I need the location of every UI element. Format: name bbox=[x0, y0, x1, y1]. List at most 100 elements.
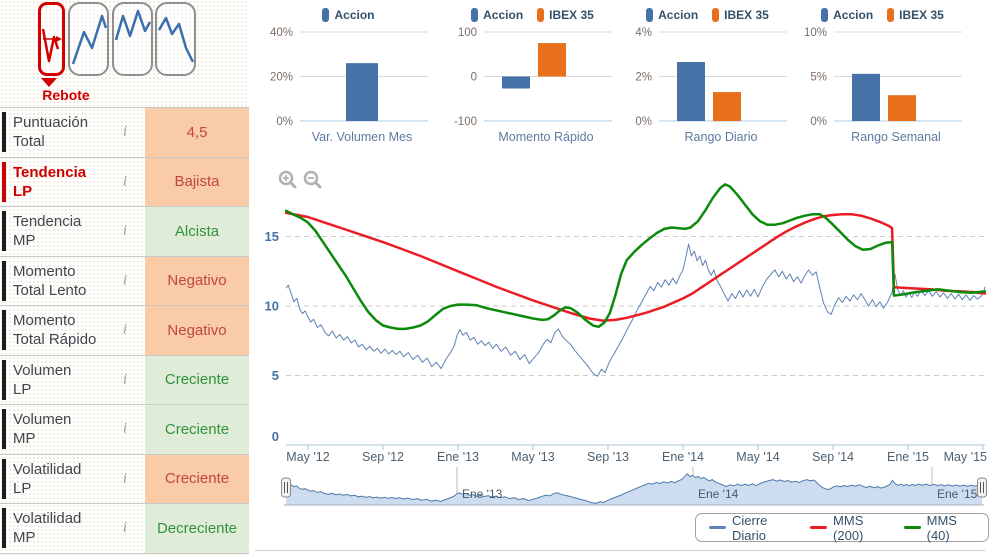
bar-ibex bbox=[538, 43, 566, 77]
zoom-out-icon[interactable] bbox=[303, 170, 323, 190]
mini-chart-legend: Accion IBEX 35 bbox=[615, 8, 800, 22]
legend-item[interactable]: Accion bbox=[322, 8, 375, 22]
main-y-axis-label: 10 bbox=[265, 299, 279, 314]
legend-item[interactable]: IBEX 35 bbox=[537, 8, 594, 22]
accion-legend-marker-icon bbox=[646, 8, 654, 22]
info-icon[interactable]: i bbox=[122, 123, 128, 140]
left-panel: Rebote Puntuación Total i 4,5 Tendencia LP i Ba… bbox=[0, 0, 249, 557]
legend-item[interactable]: IBEX 35 bbox=[712, 8, 769, 22]
pattern-thumb-rebote[interactable] bbox=[38, 2, 65, 76]
main-x-axis-label: Ene '15 bbox=[887, 450, 929, 464]
score-row-label: Momento Total Lento bbox=[13, 262, 87, 299]
legend-item[interactable]: MMS (200) bbox=[810, 513, 888, 543]
legend-item[interactable]: Cierre Diario bbox=[709, 513, 794, 543]
score-row-value: 4,5 bbox=[145, 108, 249, 157]
chart-navigator[interactable]: Ene '13 Ene '14 Ene '15 bbox=[255, 466, 989, 514]
y-axis-label: 10% bbox=[804, 27, 827, 39]
score-row: Tendencia MP i Alcista bbox=[0, 207, 249, 257]
main-x-axis-label: May '14 bbox=[736, 450, 779, 464]
legend-item[interactable]: MMS (40) bbox=[903, 513, 975, 543]
mini-chart-2: Accion IBEX 35 100 0 -100 Momento Rápido bbox=[440, 0, 625, 152]
row-accent-bar bbox=[2, 458, 6, 499]
row-accent-bar bbox=[2, 359, 6, 400]
mini-chart-legend: Accion bbox=[256, 8, 441, 22]
navigator-label: Ene '14 bbox=[698, 487, 739, 501]
score-row-label: Tendencia LP bbox=[13, 163, 87, 200]
info-icon[interactable]: i bbox=[122, 321, 128, 338]
info-icon[interactable]: i bbox=[122, 470, 128, 487]
legend-item[interactable]: Accion bbox=[471, 8, 523, 22]
navigator-handle-right[interactable] bbox=[977, 477, 987, 498]
score-row: Volatilidad MP i Decreciente bbox=[0, 504, 249, 554]
info-icon[interactable]: i bbox=[122, 371, 128, 388]
y-axis-label: 0 bbox=[471, 72, 477, 84]
score-row: Momento Total Rápido i Negativo bbox=[0, 306, 249, 356]
navigator-handle-left[interactable] bbox=[281, 477, 291, 498]
main-x-axis-label: Ene '14 bbox=[662, 450, 704, 464]
mini-chart-title: Rango Diario bbox=[685, 130, 758, 144]
score-row-value: Negativo bbox=[145, 306, 249, 355]
mini-chart-legend: Accion IBEX 35 bbox=[790, 8, 975, 22]
score-row-label: Volatilidad MP bbox=[13, 510, 82, 546]
mms40-line-swatch-icon bbox=[903, 526, 921, 529]
score-row-label: Momento Total Rápido bbox=[13, 312, 97, 348]
info-icon[interactable]: i bbox=[122, 519, 128, 536]
score-row-label: Volumen LP bbox=[13, 361, 72, 398]
zoom-in-icon[interactable] bbox=[278, 170, 298, 190]
score-row-value: Creciente bbox=[145, 355, 249, 404]
rebote-pattern-icon bbox=[41, 28, 62, 63]
legend-item[interactable]: Accion bbox=[821, 8, 873, 22]
y-axis-label: 5% bbox=[810, 72, 827, 84]
y-axis-label: 4% bbox=[635, 27, 652, 39]
y-axis-label: 100 bbox=[458, 27, 477, 39]
y-axis-label: 20% bbox=[270, 72, 293, 84]
score-row: Puntuación Total i 4,5 bbox=[0, 108, 249, 158]
main-x-axis-label: May '13 bbox=[511, 450, 554, 464]
info-icon[interactable]: i bbox=[122, 420, 128, 437]
bar-accion bbox=[677, 62, 705, 121]
legend-item[interactable]: Accion bbox=[646, 8, 698, 22]
bar-accion bbox=[852, 73, 880, 121]
double-top-zigzag-icon bbox=[114, 9, 152, 41]
row-accent-bar bbox=[2, 310, 6, 350]
series-mms-40 bbox=[284, 183, 987, 331]
row-accent-bar bbox=[2, 112, 6, 152]
price-chart: 0 5 10 15 May '12 Sep '12 Ene '13 May '13 Sep '1… bbox=[265, 183, 987, 464]
mini-chart-plot: 40% 20% 0% Var. Volumen Mes bbox=[270, 27, 428, 144]
y-axis-label: 0% bbox=[276, 116, 293, 128]
chart-zoom-controls bbox=[278, 170, 323, 190]
row-accent-bar bbox=[2, 260, 6, 301]
pattern-thumb-3[interactable] bbox=[112, 2, 153, 76]
mini-chart-plot: 4% 2% 0% Rango Diario bbox=[635, 27, 787, 144]
info-icon[interactable]: i bbox=[122, 173, 128, 190]
score-row-value: Creciente bbox=[145, 454, 249, 503]
score-row-value: Negativo bbox=[145, 256, 249, 305]
legend-label: Cierre Diario bbox=[732, 512, 768, 543]
pattern-thumb-2[interactable] bbox=[68, 2, 109, 76]
mini-chart-title: Var. Volumen Mes bbox=[312, 130, 413, 144]
accion-legend-marker-icon bbox=[821, 8, 829, 22]
main-x-axis-label: May '12 bbox=[286, 450, 329, 464]
score-row: Volumen MP i Creciente bbox=[0, 405, 249, 455]
pattern-thumb-4[interactable] bbox=[155, 2, 196, 76]
main-x-axis-label: Ene '13 bbox=[437, 450, 479, 464]
mini-chart-1: Accion 40% 20% 0% Var. Volumen Mes bbox=[256, 0, 441, 152]
bar-accion bbox=[502, 76, 530, 89]
info-icon[interactable]: i bbox=[122, 272, 128, 289]
mini-chart-title: Momento Rápido bbox=[498, 130, 593, 144]
score-row-value: Creciente bbox=[145, 405, 249, 454]
info-icon[interactable]: i bbox=[122, 222, 128, 239]
chart-legend: Cierre Diario MMS (200) MMS (40) bbox=[695, 513, 989, 543]
declining-zigzag-icon bbox=[157, 16, 195, 63]
legend-label: Accion bbox=[658, 8, 699, 22]
legend-item[interactable]: IBEX 35 bbox=[887, 8, 944, 22]
score-row-value: Alcista bbox=[145, 207, 249, 256]
bar-accion bbox=[346, 63, 378, 121]
accion-legend-marker-icon bbox=[471, 8, 479, 22]
score-table: Puntuación Total i 4,5 Tendencia LP i Bajista Te… bbox=[0, 107, 249, 554]
y-axis-label: 0% bbox=[810, 116, 827, 128]
row-accent-bar bbox=[2, 161, 6, 202]
accion-legend-marker-icon bbox=[322, 8, 330, 22]
score-row-label: Volatilidad LP bbox=[13, 460, 82, 497]
legend-label: Accion bbox=[334, 8, 375, 22]
